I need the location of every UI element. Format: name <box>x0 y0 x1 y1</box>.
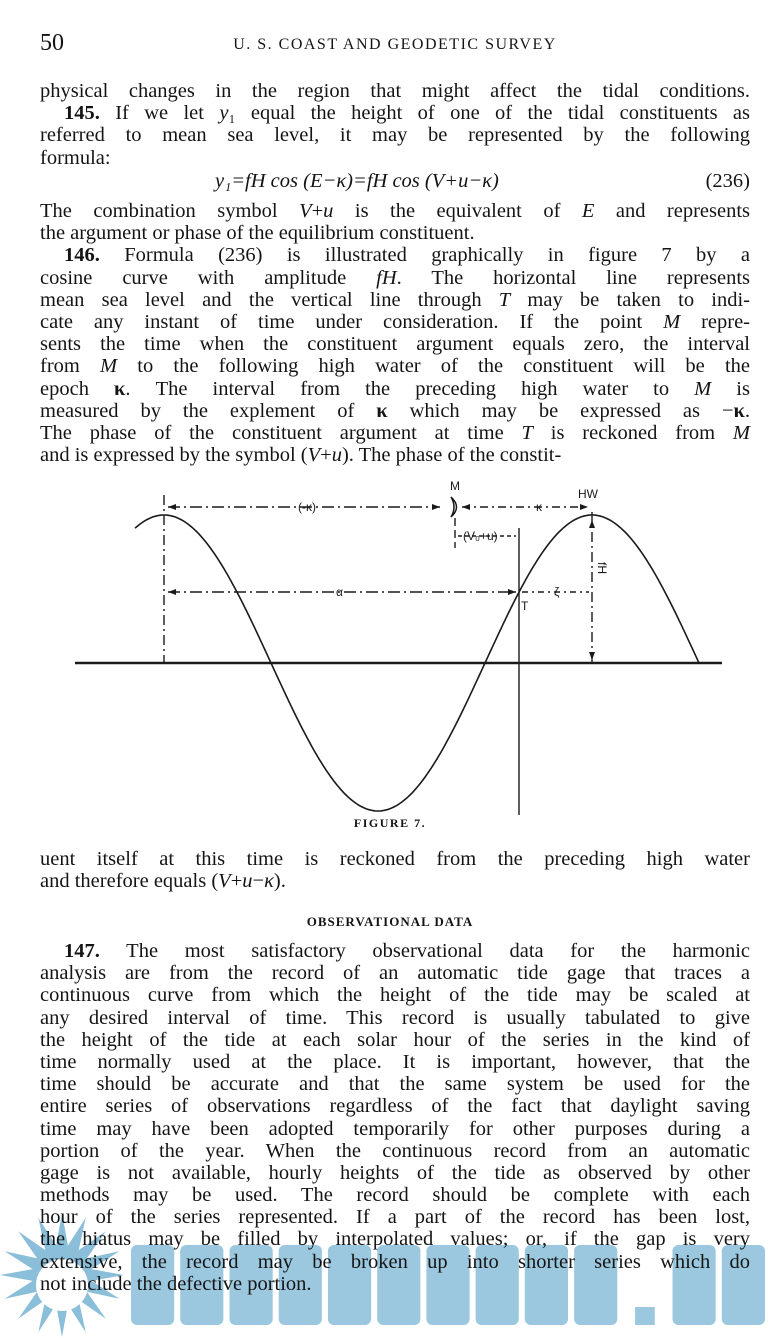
paragraph-block-1: physical changes in the region that migh… <box>40 80 750 169</box>
equation-text: y₁=fH cos (E−κ)=fH cos (V+u−κ) <box>215 170 499 192</box>
label-alpha: α <box>336 585 343 599</box>
text-line: The combination symbol V+u is the equiva… <box>40 200 750 222</box>
equation-236: y₁=fH cos (E−κ)=fH cos (V+u−κ) (236) <box>40 170 750 194</box>
text-line: and is expressed by the symbol (V+u). Th… <box>40 444 562 467</box>
text-line: from M to the following high water of th… <box>40 355 750 378</box>
label-zeta: ζ <box>554 585 560 599</box>
text-line: any desired interval of time. This recor… <box>40 1006 750 1029</box>
text-line: hour of the series represented. If a par… <box>40 1206 750 1229</box>
text-line: time should be accurate and that the sam… <box>40 1073 750 1096</box>
figure-7-diagram: M HW (-κ) κ (V₀+u) α ζ T fH <box>75 479 722 815</box>
page-number: 50 <box>40 30 64 56</box>
text-line: gage is not available, hourly heights of… <box>40 1161 750 1184</box>
label-vou: (V₀+u) <box>463 529 498 543</box>
text-line: cate any instant of time under considera… <box>40 310 750 333</box>
text-line: time may have been adopted temporarily f… <box>40 1117 750 1140</box>
label-fh: fH <box>595 562 609 574</box>
paragraph-block-4: 147. The most satisfactory observational… <box>40 940 750 1295</box>
figure-caption: FIGURE 7. <box>353 816 427 830</box>
text-line: the height of the tide at each solar hou… <box>40 1028 750 1051</box>
text-line: the argument or phase of the equilibrium… <box>40 222 475 245</box>
text-line: analysis are from the record of an autom… <box>40 962 750 985</box>
text-line: formula: <box>40 146 111 169</box>
label-m: M <box>450 479 460 493</box>
text-line: time normally used at the place. It is i… <box>40 1050 750 1073</box>
running-title: U. S. COAST AND GEODETIC SURVEY <box>233 36 557 53</box>
text-line: uent itself at this time is reckoned fro… <box>40 848 750 870</box>
label-hw: HW <box>578 487 599 501</box>
text-line: and therefore equals (V+u−κ). <box>40 870 286 893</box>
text-line: The phase of the constituent argument at… <box>40 421 750 444</box>
text-line: continuous curve from which the height o… <box>40 984 750 1007</box>
text-line: extensive, the record may be broken up i… <box>40 1250 750 1273</box>
paragraph-block-3: uent itself at this time is reckoned fro… <box>40 848 750 892</box>
text-line: 145. If we let y₁ equal the height of on… <box>64 102 750 125</box>
text-line: cosine curve with amplitude fH. The hori… <box>40 266 750 289</box>
text-line: sents the time when the constituent argu… <box>40 333 750 356</box>
text-line: 147. The most satisfactory observational… <box>64 940 750 962</box>
text-line: methods may be used. The record should b… <box>40 1184 750 1207</box>
text-line: physical changes in the region that migh… <box>40 80 750 102</box>
equation-number: (236) <box>705 170 750 192</box>
text-line: entire series of observations regardless… <box>40 1095 750 1118</box>
section-heading: OBSERVATIONAL DATA <box>306 914 474 929</box>
text-line: mean sea level and the vertical line thr… <box>40 288 751 311</box>
paragraph-block-2: The combination symbol V+u is the equiva… <box>40 200 750 466</box>
arrowheads <box>168 504 595 660</box>
text-line: measured by the explement of κ which may… <box>40 399 750 422</box>
cosine-curve <box>134 514 700 812</box>
text-line: portion of the year. When the continuous… <box>40 1139 750 1162</box>
label-neg-kappa: (-κ) <box>298 500 316 514</box>
text-line: referred to mean sea level, it may be re… <box>40 124 750 147</box>
text-line: the hiatus may be filled by interpolated… <box>40 1228 750 1251</box>
text-line: not include the defective portion. <box>40 1272 312 1295</box>
label-t: T <box>521 599 529 613</box>
label-kappa: κ <box>536 500 543 514</box>
moon-icon <box>450 496 458 518</box>
text-line: epoch κ. The interval from the preceding… <box>40 377 750 400</box>
page-header: 50 U. S. COAST AND GEODETIC SURVEY <box>40 30 750 60</box>
text-line: 146. Formula (236) is illustrated graphi… <box>64 244 750 267</box>
